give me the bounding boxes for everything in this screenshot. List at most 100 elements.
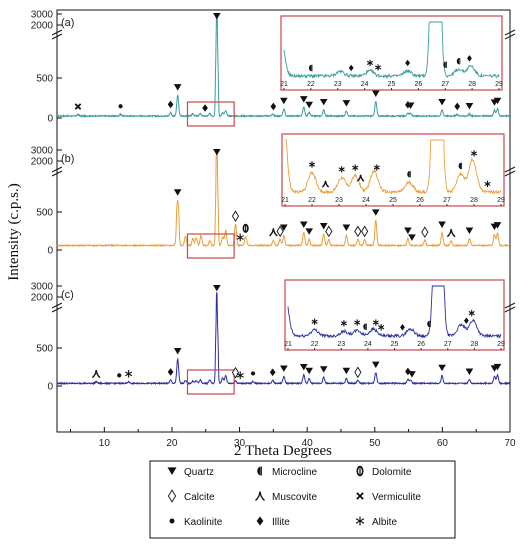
inset-x-tick-label: 21 <box>280 81 288 88</box>
legend-entry-calcite: Calcite <box>167 489 215 503</box>
x-tick-label: 20 <box>166 438 178 449</box>
illite-marker <box>400 324 405 331</box>
axis-break-right <box>504 302 516 313</box>
y-tick-label: 2000 <box>31 21 54 32</box>
inset-x-tick-label: 29 <box>495 81 503 88</box>
legend-entry-vermiculite: Vermiculite <box>356 492 421 503</box>
kaolinite-marker <box>118 104 123 109</box>
legend-label: Vermiculite <box>372 492 421 503</box>
albite-symbol <box>125 370 133 378</box>
microcline-marker <box>407 171 411 178</box>
dolomite-marker <box>242 223 249 233</box>
quartz-symbol <box>342 224 351 231</box>
quartz-symbol <box>305 367 313 375</box>
quartz-symbol <box>493 97 502 105</box>
legend-label: Illite <box>272 517 290 528</box>
legend-label: Kaolinite <box>184 517 223 528</box>
quartz-symbol <box>371 209 380 216</box>
calcite-symbol <box>325 225 333 238</box>
calcite-symbol <box>354 366 362 379</box>
illite-marker <box>167 368 174 376</box>
legend-label: Dolomite <box>372 467 412 478</box>
albite-marker <box>372 319 379 326</box>
legend-label: Albite <box>372 517 397 528</box>
quartz-symbol <box>173 347 182 355</box>
y-tick-label: 3000 <box>31 10 54 21</box>
quartz-marker <box>299 96 308 103</box>
muscovite-symbol <box>446 229 456 238</box>
quartz-marker <box>305 228 313 235</box>
albite-marker <box>355 516 365 526</box>
legend-box <box>149 460 456 539</box>
zoom-highlight-box <box>186 369 235 395</box>
calcite-marker <box>361 225 369 238</box>
quartz-marker <box>319 223 328 230</box>
quartz-symbol <box>213 148 221 156</box>
albite-symbol <box>378 324 385 331</box>
y-tick-label: 0 <box>47 114 53 125</box>
quartz-symbol <box>319 366 328 373</box>
quartz-symbol <box>167 467 177 476</box>
albite-symbol <box>468 309 475 317</box>
quartz-symbol <box>319 98 328 106</box>
quartz-marker <box>371 209 380 216</box>
y-tick-label: 2000 <box>31 293 54 304</box>
y-tick-label: 3000 <box>31 146 54 157</box>
x-axis-title: 2 Theta Degrees <box>234 443 332 459</box>
quartz-symbol <box>465 102 474 110</box>
albite-symbol <box>354 319 361 326</box>
albite-marker <box>340 320 347 327</box>
y-tick-label: 3000 <box>31 282 54 293</box>
albite-marker <box>484 180 491 188</box>
quartz-marker <box>438 221 446 228</box>
illite-symbol <box>269 368 276 377</box>
quartz-marker <box>342 367 351 375</box>
y-tick-label: 2000 <box>31 157 54 168</box>
quartz-marker <box>404 227 412 235</box>
albite-marker <box>470 150 478 157</box>
calcite-symbol <box>231 210 240 222</box>
quartz-symbol <box>465 368 474 375</box>
albite-symbol <box>484 180 491 188</box>
quartz-symbol <box>342 367 351 375</box>
muscovite-symbol <box>356 174 365 182</box>
illite-symbol <box>256 516 264 526</box>
inset-x-tick-label: 28 <box>470 341 478 348</box>
inset-x-tick-label: 26 <box>416 197 424 204</box>
vermiculite-marker <box>356 492 364 500</box>
illite-symbol <box>167 100 174 109</box>
quartz-marker <box>408 371 416 378</box>
quartz-symbol <box>406 102 415 109</box>
zoom-highlight-box <box>186 101 235 127</box>
calcite-marker <box>276 225 284 238</box>
x-tick-label: 60 <box>437 438 449 449</box>
quartz-symbol <box>371 361 380 369</box>
axis-break-right <box>504 166 516 177</box>
quartz-marker <box>438 364 446 372</box>
inset: 21 22 23 24 25 26 27 28 29 <box>281 133 505 207</box>
quartz-symbol <box>305 101 313 109</box>
albite-symbol <box>236 233 244 242</box>
quartz-symbol <box>299 96 308 103</box>
kaolinite-symbol <box>118 104 123 109</box>
inset-x-tick-label: 23 <box>334 81 342 88</box>
albite-symbol <box>373 164 380 171</box>
inset: 21 22 23 24 25 26 27 28 29 <box>280 15 503 91</box>
quartz-marker <box>465 368 474 375</box>
inset-x-tick-label: 22 <box>307 81 315 88</box>
quartz-marker <box>213 284 221 292</box>
quartz-symbol <box>173 84 182 91</box>
axis-break-left <box>51 29 63 40</box>
legend: Quartz Microcline Dolomite Calcite Muscovite… <box>149 460 456 539</box>
inset-x-tick-label: 28 <box>468 81 476 88</box>
zoom-highlight-box <box>186 233 235 259</box>
quartz-symbol <box>408 234 416 241</box>
microcline-marker <box>363 323 367 330</box>
albite-symbol <box>366 59 374 67</box>
inset-pattern-line <box>287 285 502 340</box>
inset-x-tick-label: 23 <box>337 341 345 348</box>
quartz-marker <box>319 98 328 106</box>
